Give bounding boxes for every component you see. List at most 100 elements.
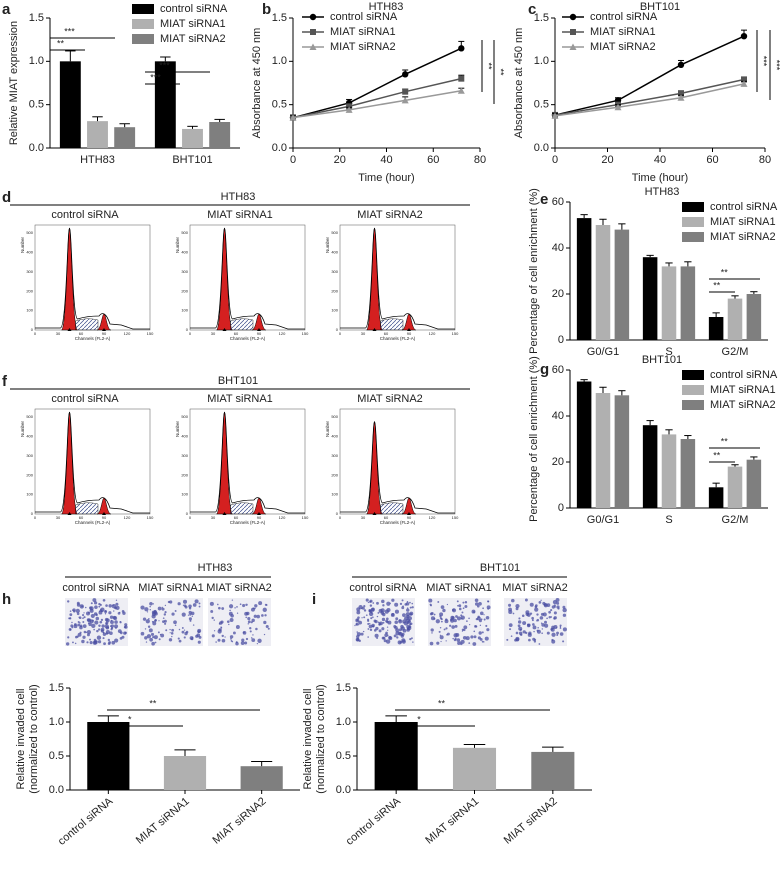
cell (383, 639, 387, 643)
cell (149, 602, 153, 606)
cell (230, 614, 234, 618)
cell (387, 629, 389, 631)
cell (456, 600, 459, 603)
y-tick-label: 1.5 (29, 12, 44, 24)
cell (151, 610, 156, 614)
bar (614, 229, 630, 340)
x-tick-label: MIAT siRNA1 (134, 795, 192, 846)
cell (174, 624, 177, 627)
cell (77, 623, 81, 627)
cell (559, 624, 562, 627)
cell (145, 641, 148, 643)
cell (250, 637, 253, 639)
cell (215, 641, 217, 643)
cell (386, 601, 391, 606)
bar (680, 439, 696, 508)
legend-label: MIAT siRNA2 (590, 41, 656, 53)
cell (531, 616, 534, 620)
x-tick-label: 60 (79, 331, 84, 336)
cell (396, 636, 399, 639)
cell (401, 632, 405, 636)
cell (102, 598, 106, 602)
marker (457, 87, 465, 94)
x-tick-label: 90 (257, 515, 262, 520)
cell (456, 616, 462, 621)
y-tick-label: 1.0 (336, 716, 351, 728)
x-tick-label: 0 (339, 331, 342, 336)
cell (67, 600, 70, 603)
cell (72, 641, 74, 644)
cell (358, 604, 363, 610)
y-tick-label: 0.0 (336, 784, 351, 796)
significance-label: ** (721, 436, 729, 446)
bar (374, 722, 418, 790)
image-label: MIAT siRNA2 (502, 582, 568, 594)
x-tick-label: 0 (339, 515, 342, 520)
marker (551, 112, 559, 119)
y-tick-label: 20 (552, 456, 564, 468)
y-tick-label: 100 (26, 308, 33, 313)
cell (367, 601, 370, 604)
cell (142, 617, 147, 621)
x-tick-label: 30 (211, 515, 216, 520)
x-tick-label: 30 (56, 331, 61, 336)
cell (407, 607, 409, 609)
cell (453, 633, 458, 638)
x-tick-label: 150 (147, 515, 154, 520)
cell (178, 639, 182, 643)
panel-label: i (312, 591, 316, 608)
y-tick-label: 300 (181, 453, 188, 458)
x-tick-label: BHT101 (172, 154, 212, 166)
cell (110, 624, 114, 628)
cell (174, 609, 177, 612)
cell (70, 624, 74, 628)
cell (218, 606, 221, 610)
bar (661, 266, 677, 340)
cell (368, 609, 372, 612)
cell (357, 616, 360, 619)
cell (182, 599, 188, 604)
legend-label: control siRNA (710, 201, 778, 213)
cell (534, 604, 538, 607)
cell (394, 620, 399, 625)
cell (68, 617, 71, 620)
cell (376, 615, 379, 618)
cell (466, 620, 468, 622)
cell (234, 607, 236, 609)
significance-label: ** (721, 267, 729, 277)
bar (614, 395, 630, 508)
panel-label: d (2, 189, 11, 206)
cell (244, 641, 248, 645)
bar (87, 121, 108, 148)
cell (486, 605, 491, 610)
cell (509, 628, 512, 631)
y-tick-label: 40 (552, 410, 564, 422)
peak-marker (222, 328, 227, 331)
cell (443, 628, 446, 631)
legend-label: control siRNA (330, 11, 398, 23)
cell (428, 598, 433, 603)
cell (363, 616, 366, 619)
significance-label: ** (57, 38, 65, 48)
bar (642, 425, 658, 508)
cell (464, 604, 468, 608)
x-tick-label: control siRNA (344, 795, 404, 848)
y-tick-label: 40 (552, 242, 564, 254)
image-label: MIAT siRNA2 (206, 582, 272, 594)
cell (140, 631, 145, 636)
cell (386, 626, 389, 628)
cell (69, 610, 72, 612)
bar (727, 298, 743, 340)
cell (196, 633, 201, 637)
peak-marker (102, 328, 106, 331)
peak-marker (372, 512, 377, 515)
cell (192, 624, 195, 626)
cell (464, 601, 468, 604)
cell (483, 614, 485, 616)
cell (152, 621, 157, 626)
cell (148, 618, 150, 620)
line (292, 47, 462, 119)
bar (746, 294, 762, 340)
cell (367, 636, 369, 638)
cell (388, 635, 392, 640)
